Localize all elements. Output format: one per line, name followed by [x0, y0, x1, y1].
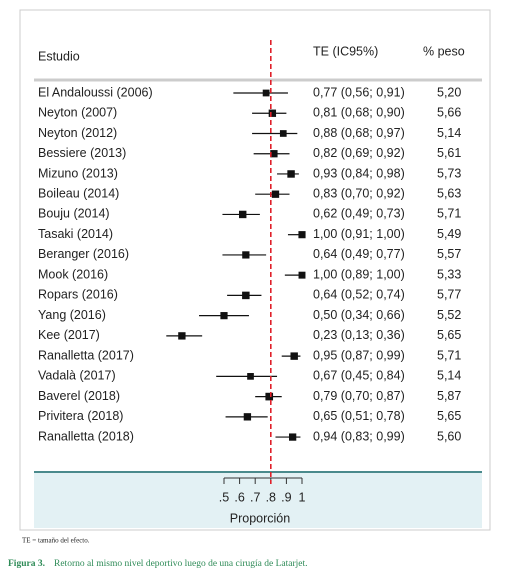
effect-label: 1,00 (0,91; 1,00)	[313, 227, 405, 241]
weight-label: 5,20	[437, 85, 461, 99]
study-label: Mizuno (2013)	[38, 166, 118, 180]
estimate-square	[271, 190, 280, 198]
x-tick-label: .5	[219, 490, 229, 504]
study-label: Ropars (2016)	[38, 288, 118, 302]
footnote: TE = tamaño del efecto.	[22, 537, 90, 545]
weight-label: 5,65	[437, 328, 461, 342]
header-weight: % peso	[423, 44, 465, 58]
weight-label: 5,66	[437, 106, 461, 120]
weight-label: 5,52	[437, 308, 461, 322]
estimate-square	[270, 150, 278, 158]
weight-label: 5,65	[437, 409, 461, 423]
effect-label: 0,62 (0,49; 0,73)	[313, 207, 405, 221]
study-label: Beranger (2016)	[38, 247, 129, 261]
estimate-square	[262, 89, 270, 97]
x-tick-label: 1	[299, 490, 306, 504]
effect-label: 1,00 (0,89; 1,00)	[313, 267, 405, 281]
estimate-square	[220, 312, 228, 320]
x-tick-label: .8	[266, 490, 276, 504]
header-effect: TE (IC95%)	[313, 44, 378, 58]
effect-label: 0,50 (0,34; 0,66)	[313, 308, 405, 322]
study-label: Kee (2017)	[38, 328, 100, 342]
study-label: Vadalà (2017)	[38, 369, 116, 383]
effect-label: 0,82 (0,69; 0,92)	[313, 146, 405, 160]
weight-label: 5,87	[437, 389, 461, 403]
weight-label: 5,49	[437, 227, 461, 241]
weight-label: 5,57	[437, 247, 461, 261]
estimate-square	[178, 332, 186, 340]
estimate-square	[290, 352, 298, 360]
weight-label: 5,73	[437, 166, 461, 180]
estimate-square	[242, 251, 250, 259]
weight-label: 5,14	[437, 126, 461, 140]
study-label: Tasaki (2014)	[38, 227, 113, 241]
study-label: Ranalletta (2018)	[38, 429, 134, 443]
effect-label: 0,64 (0,49; 0,77)	[313, 247, 405, 261]
axis-band	[34, 472, 482, 528]
effect-label: 0,94 (0,83; 0,99)	[313, 429, 405, 443]
study-label: Neyton (2012)	[38, 126, 117, 140]
estimate-square	[287, 170, 295, 178]
weight-label: 5,14	[437, 369, 461, 383]
weight-label: 5,61	[437, 146, 461, 160]
panel	[19, 9, 491, 531]
estimate-square	[279, 130, 287, 137]
weight-label: 5,60	[437, 429, 461, 443]
effect-label: 0,83 (0,70; 0,92)	[313, 186, 405, 200]
estimate-square	[239, 210, 247, 219]
effect-label: 0,65 (0,51; 0,78)	[313, 409, 405, 423]
effect-label: 0,88 (0,68; 0,97)	[313, 126, 405, 140]
study-label: Ranalletta (2017)	[38, 348, 134, 362]
study-label: Yang (2016)	[38, 308, 106, 322]
x-axis-label: Proporción	[230, 511, 290, 525]
weight-label: 5,77	[437, 288, 461, 302]
study-label: El Andaloussi (2006)	[38, 85, 153, 99]
effect-label: 0,81 (0,68; 0,90)	[313, 106, 405, 120]
effect-label: 0,67 (0,45; 0,84)	[313, 369, 405, 383]
effect-label: 0,93 (0,84; 0,98)	[313, 166, 405, 180]
caption-text: Retorno al mismo nivel deportivo luego d…	[54, 559, 308, 569]
effect-label: 0,64 (0,52; 0,74)	[313, 288, 405, 302]
study-label: Boileau (2014)	[38, 186, 119, 200]
estimate-square	[298, 231, 306, 239]
study-label: Mook (2016)	[38, 267, 108, 281]
study-label: Neyton (2007)	[38, 106, 117, 120]
estimate-square	[265, 392, 274, 401]
weight-label: 5,71	[437, 348, 461, 362]
estimate-square	[243, 413, 252, 421]
study-label: Privitera (2018)	[38, 409, 123, 423]
study-label: Bouju (2014)	[38, 207, 110, 221]
weight-label: 5,33	[437, 267, 461, 281]
estimate-square	[247, 373, 254, 380]
estimate-square	[298, 271, 306, 279]
estimate-square	[268, 109, 277, 117]
weight-label: 5,63	[437, 186, 461, 200]
x-tick-label: .6	[234, 490, 244, 504]
x-tick-label: .7	[250, 490, 260, 504]
estimate-square	[289, 433, 297, 441]
effect-label: 0,79 (0,70; 0,87)	[313, 389, 405, 403]
estimate-square	[242, 291, 250, 300]
caption-label: Figura 3.	[8, 559, 45, 569]
header-study: Estudio	[38, 49, 80, 63]
effect-label: 0,23 (0,13; 0,36)	[313, 328, 405, 342]
weight-label: 5,71	[437, 207, 461, 221]
effect-label: 0,95 (0,87; 0,99)	[313, 348, 405, 362]
x-tick-label: .9	[281, 490, 291, 504]
effect-label: 0,77 (0,56; 0,91)	[313, 85, 405, 99]
study-label: Baverel (2018)	[38, 389, 120, 403]
study-label: Bessiere (2013)	[38, 146, 126, 160]
